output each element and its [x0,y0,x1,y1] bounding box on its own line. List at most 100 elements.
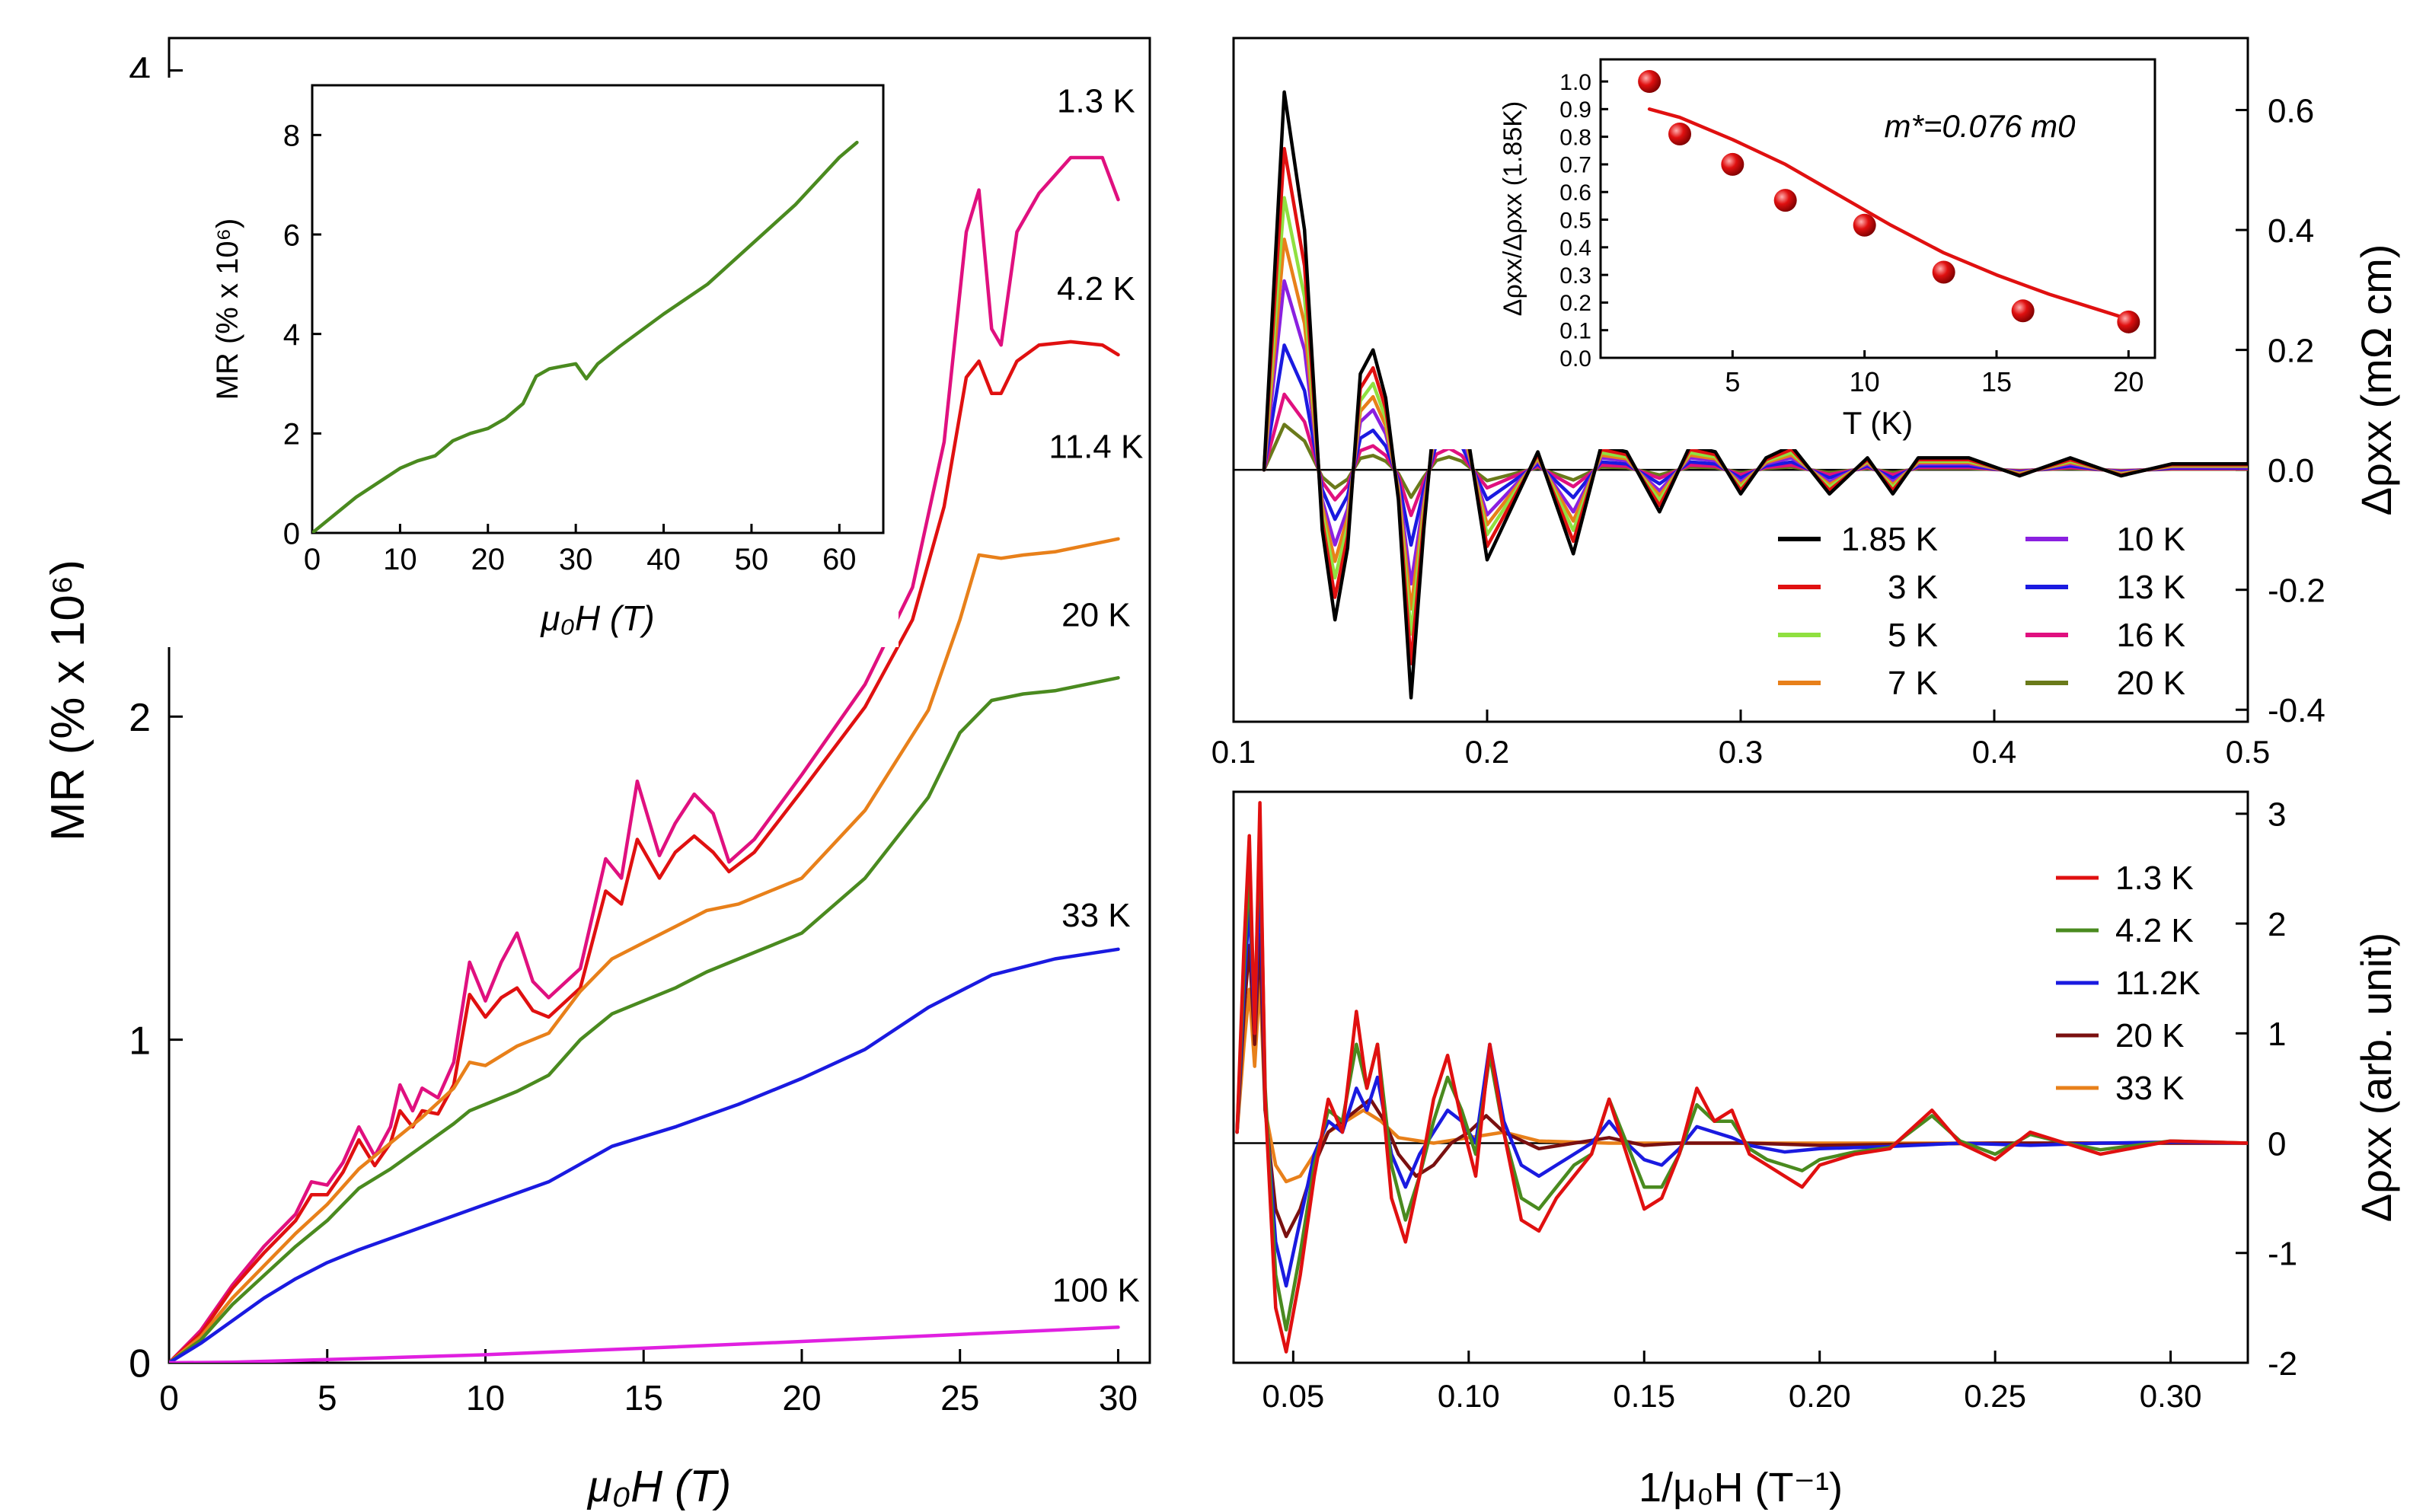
y-tick-label: 0.4 [2268,212,2314,250]
y-tick-label: 1.0 [1559,70,1591,95]
mr-vs-field-panel: 051015202530012341.3 K4.2 K11.4 K20 K33 … [42,37,1151,1511]
plot-frame [1232,790,2249,1364]
y-tick-label: 0 [129,1342,151,1386]
mr-curve-33K [169,947,1120,1363]
x-tick-label: 15 [624,1378,663,1418]
x-tick-label: 25 [940,1378,979,1418]
inset-frame [311,84,885,534]
inset-mr-curve [312,140,859,533]
inset-x-axis-label: T (K) [1843,405,1914,441]
osc-arb-curve-11p2K [1235,866,2248,1288]
x-tick-label: 40 [646,543,681,576]
data-point [1853,213,1876,237]
mr-curve-20K [169,676,1120,1363]
y-tick-label: -0.4 [2268,692,2325,729]
y-tick-label: -2 [2268,1345,2297,1383]
y-tick-label: 0.1 [1559,319,1591,344]
plot-area [1647,107,2131,321]
y-tick-label: 1 [2268,1016,2286,1053]
y-tick-label: 0.3 [1559,263,1591,289]
x-tick-label: 15 [1981,366,2012,397]
y-axis-label: Δρxx (mΩ cm) [2352,244,2400,516]
x-tick-label: 10 [383,543,417,576]
x-tick-label: 0.1 [1211,734,1256,770]
osc-arb-curve-33K [1235,976,2248,1184]
y-tick-label: 0.2 [2268,332,2314,369]
data-point [1773,189,1797,212]
y-tick-label: 0.0 [1559,346,1591,372]
x-tick-label: 0.15 [1613,1378,1675,1414]
y-tick-label: 0.8 [1559,125,1591,150]
fit-curve [1647,107,2131,321]
series-label: 100 K [1052,1271,1140,1309]
legend-label: 11.2K [2115,965,2201,1002]
data-point [1668,123,1691,145]
mr-curve-100K [169,1325,1120,1363]
plot-frame [168,37,1151,1364]
legend-label: 3 K [1888,569,1938,606]
data-point [2117,310,2140,333]
x-tick-label: 0 [159,1378,179,1418]
legend-label: 7 K [1888,665,1938,702]
x-tick-label: 0.5 [2226,734,2270,770]
x-tick-label: 0.3 [1719,734,1763,770]
y-tick-label: 8 [283,120,300,153]
inset-y-axis-label: MR (% x 10⁶) [211,219,244,400]
y-tick-label: 3 [2268,796,2286,834]
y-tick-label: 0.6 [1559,180,1591,206]
x-tick-label: 30 [1099,1378,1138,1418]
legend-label: 10 K [2116,521,2185,558]
x-tick-label: 0.20 [1789,1378,1851,1414]
y-tick-label: 0.4 [1559,236,1591,261]
x-tick-label: 20 [782,1378,821,1418]
inset-x-axis-label: μ₀H (T) [540,598,654,638]
x-tick-label: 10 [466,1378,505,1418]
x-tick-label: 50 [735,543,769,576]
mr-curve-11p4K [169,537,1120,1363]
inset-y-axis-label: Δρxx/Δρxx (1.85K) [1499,101,1527,317]
y-tick-label: 0.2 [1559,291,1591,316]
y-axis-label: Δρxx (arb. unit) [2352,933,2400,1222]
data-point [1638,70,1661,94]
x-axis-label: μ₀H (T) [586,1462,731,1511]
plot-area [1235,801,2248,1354]
legend-label: 33 K [2115,1070,2185,1107]
series-label: 4.2 K [1057,270,1135,308]
legend-label: 1.3 K [2115,860,2194,897]
y-tick-label: 2 [2268,906,2286,943]
amplitude-vs-temperature-inset: 5 10 15 20 0.00.1 0.20.30.4 0.50.60.7 0.80.91.0… [1425,52,2178,449]
x-tick-label: 0.30 [2140,1378,2202,1414]
y-tick-label: 0.6 [2268,92,2314,129]
legend: 1.85 K 3 K 5 K 7 K 10 K 13 K 16 K 20 K [1778,521,2185,702]
x-tick-label: 0.05 [1262,1378,1324,1414]
legend: 1.3 K 4.2 K 11.2K 20 K 33 K [2056,860,2201,1107]
y-tick-label: -0.2 [2268,573,2325,610]
series-label: 20 K [1061,596,1131,633]
data-point [1932,260,1955,284]
legend-label: 20 K [2115,1017,2185,1054]
y-tick-label: 4 [283,318,300,352]
oscillation-arb-unit-panel: 0.05 0.10 0.15 0.20 0.25 0.30 -2 -1 0 1 2 3 1.3 K 4.2… [1232,790,2400,1510]
legend-label: 4.2 K [2115,912,2194,949]
x-tick-label: 0.25 [1964,1378,2026,1414]
series-label: 33 K [1061,897,1131,934]
x-tick-label: 60 [822,543,857,576]
plot-area [312,140,859,533]
x-tick-label: 30 [559,543,593,576]
x-tick-label: 5 [318,1378,337,1418]
osc-arb-curve-20K [1235,933,2248,1239]
data-point [2011,299,2035,323]
x-tick-label: 0.4 [1972,734,2016,770]
legend-label: 20 K [2116,665,2185,702]
data-point [1721,152,1744,176]
effective-mass-annotation: m*=0.076 m0 [1885,108,2076,144]
y-tick-label: 1 [129,1019,151,1063]
y-tick-label: 0.9 [1559,97,1591,123]
y-tick-label: 6 [283,219,300,252]
x-tick-label: 5 [1725,366,1740,397]
y-tick-label: 0.0 [2268,452,2314,490]
series-label: 11.4 K [1049,429,1143,466]
y-tick-label: 0.5 [1559,208,1591,233]
plot-area [169,155,1120,1363]
